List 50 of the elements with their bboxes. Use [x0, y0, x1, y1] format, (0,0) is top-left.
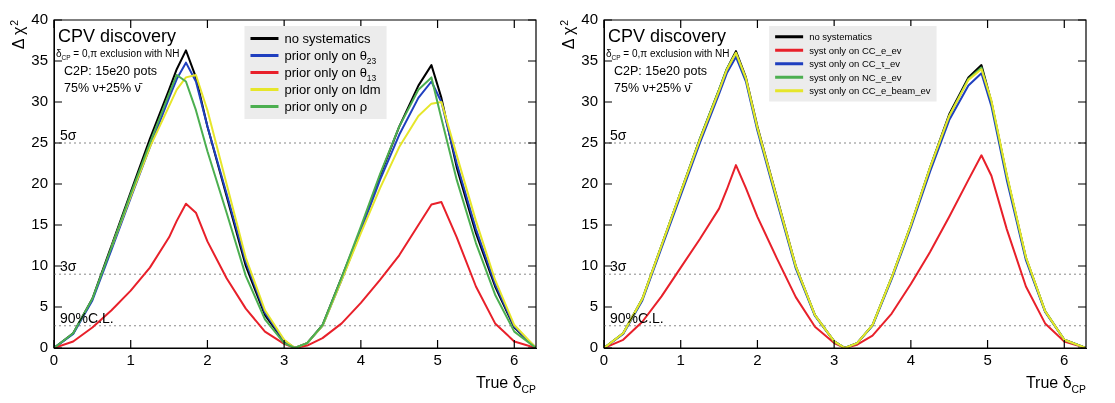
annotation: CPV discovery	[608, 26, 727, 46]
y-tick-label: 30	[31, 92, 48, 110]
annotation: C2P: 15e20 pots	[64, 63, 158, 78]
y-tick-label: 15	[581, 215, 598, 233]
x-tick-label: 2	[753, 350, 762, 368]
legend-label: syst only on CC_τ_ev	[809, 58, 901, 70]
x-tick-label: 3	[829, 350, 839, 368]
y-tick-label: 0	[39, 338, 48, 356]
annotation: CPV discovery	[58, 26, 177, 46]
y-tick-label: 25	[31, 133, 48, 151]
annotation: C2P: 15e20 pots	[614, 63, 708, 78]
x-tick-label: 3	[279, 350, 289, 368]
y-tick-label: 0	[589, 338, 598, 356]
legend-label: no systematics	[284, 31, 371, 47]
legend-label: no systematics	[809, 31, 873, 43]
legend-label: prior only on ldm	[284, 82, 381, 98]
x-tick-label: 4	[906, 350, 916, 368]
y-tick-label: 20	[581, 174, 598, 192]
annotation: 75% ν+25% ν̄	[614, 81, 693, 95]
y-tick-label: 40	[31, 10, 48, 28]
ref-line-label: 3σ	[610, 258, 627, 275]
y-tick-label: 20	[31, 174, 48, 192]
y-axis-title: Δ χ2	[558, 19, 577, 50]
legend-label: syst only on NC_e_ev	[809, 71, 902, 83]
y-tick-label: 10	[581, 256, 598, 274]
annotation: 75% ν+25% ν̄	[64, 81, 143, 95]
legend-label: syst only on CC_e_beam_ev	[809, 85, 931, 97]
y-tick-label: 40	[581, 10, 598, 28]
x-tick-label: 6	[1060, 350, 1069, 368]
y-tick-label: 25	[581, 133, 598, 151]
x-tick-label: 5	[983, 350, 992, 368]
y-tick-label: 15	[31, 215, 48, 233]
legend-label: prior only on ρ	[284, 99, 368, 115]
y-tick-label: 35	[581, 51, 598, 69]
y-tick-label: 5	[589, 297, 598, 315]
y-axis-title: Δ χ2	[8, 19, 27, 50]
x-tick-label: 1	[126, 350, 135, 368]
y-tick-label: 10	[31, 256, 48, 274]
y-tick-label: 30	[581, 92, 598, 110]
x-tick-label: 1	[676, 350, 685, 368]
y-tick-label: 35	[31, 51, 48, 69]
ref-line-label: 5σ	[610, 127, 627, 143]
legend-label: syst only on CC_e_ev	[809, 44, 902, 56]
x-tick-label: 6	[510, 350, 519, 368]
x-tick-label: 4	[356, 350, 366, 368]
x-tick-label: 2	[203, 350, 212, 368]
y-tick-label: 5	[39, 297, 48, 315]
ref-line-label: 5σ	[60, 127, 77, 143]
ref-line-label: 3σ	[60, 258, 77, 275]
x-tick-label: 5	[433, 350, 442, 368]
